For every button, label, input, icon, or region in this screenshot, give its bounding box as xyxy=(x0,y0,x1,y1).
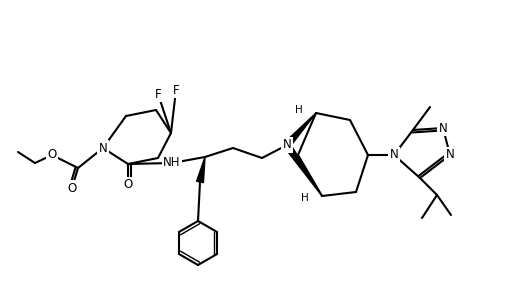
Polygon shape xyxy=(285,113,316,147)
Text: N: N xyxy=(282,139,292,151)
Polygon shape xyxy=(196,157,205,183)
Text: O: O xyxy=(67,181,76,195)
Text: O: O xyxy=(47,149,57,161)
Text: H: H xyxy=(295,105,303,115)
Text: F: F xyxy=(173,84,179,96)
Text: N: N xyxy=(99,142,107,154)
Text: N: N xyxy=(439,122,448,134)
Text: NH: NH xyxy=(163,156,181,169)
Polygon shape xyxy=(284,143,322,196)
Text: N: N xyxy=(390,149,398,161)
Text: N: N xyxy=(446,149,455,161)
Text: F: F xyxy=(155,88,161,100)
Text: H: H xyxy=(301,193,309,203)
Text: O: O xyxy=(123,178,133,192)
